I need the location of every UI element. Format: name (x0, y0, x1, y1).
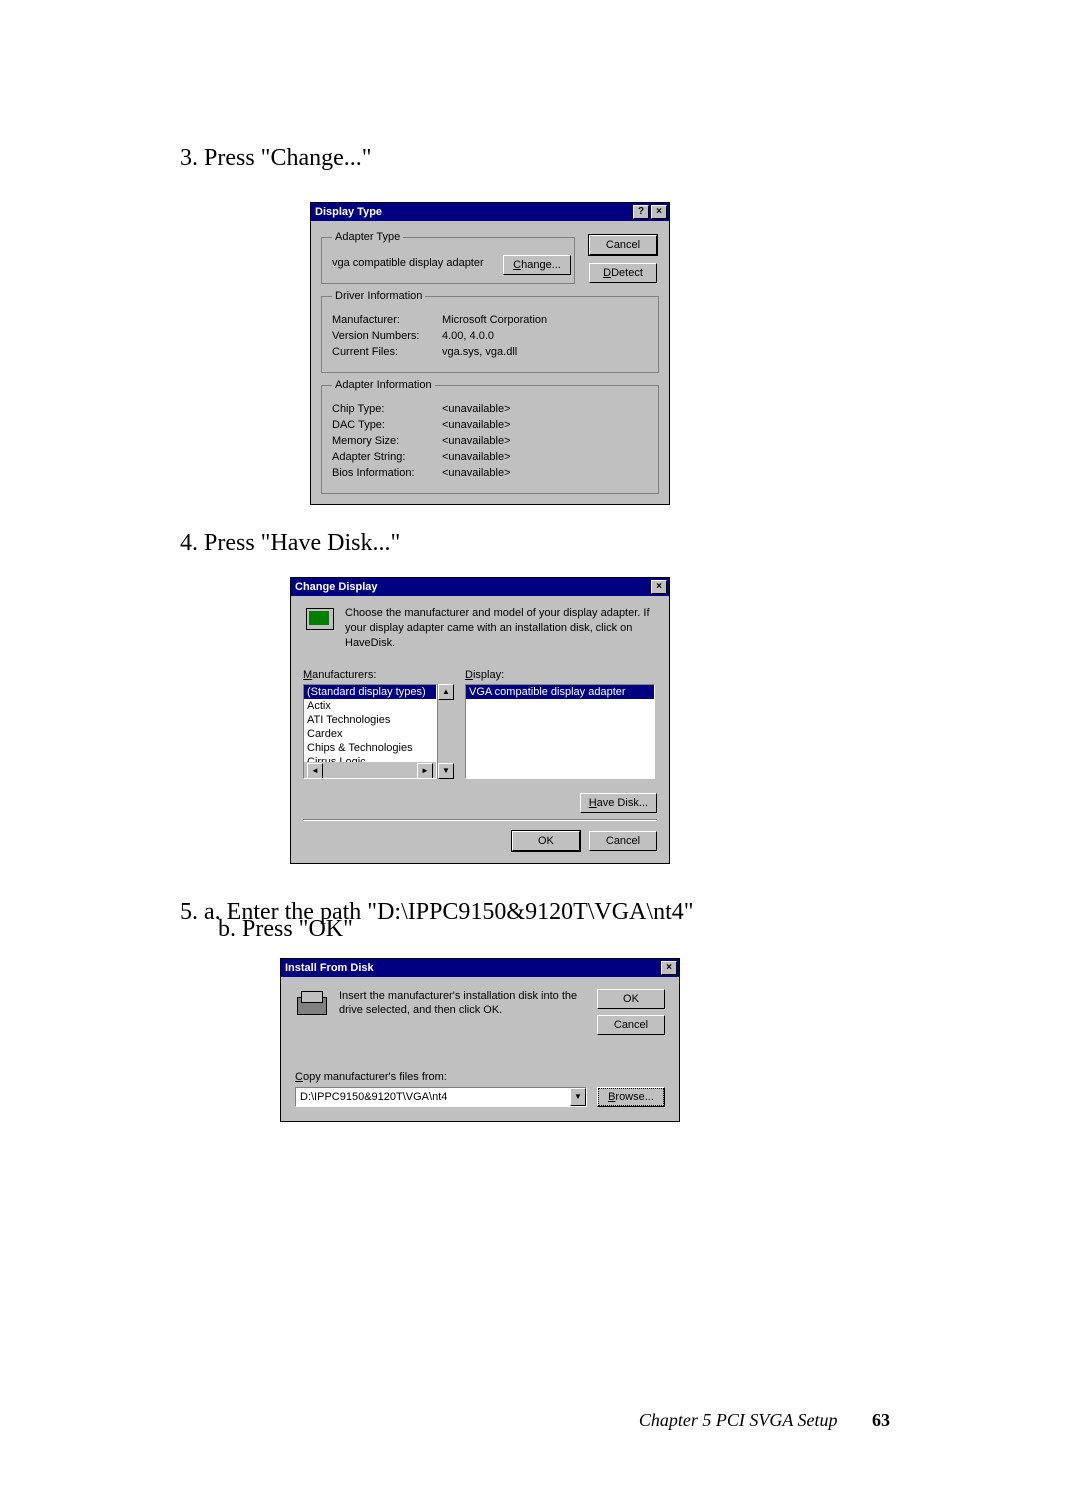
page-footer: Chapter 5 PCI SVGA Setup 63 (639, 1410, 890, 1431)
chip-value: <unavailable> (442, 403, 648, 415)
close-icon[interactable]: × (661, 961, 677, 975)
adapter-info-group: Adapter Information Chip Type:<unavailab… (321, 379, 659, 494)
titlebar: Install From Disk × (281, 959, 679, 977)
dac-label: DAC Type: (332, 419, 442, 431)
monitor-icon (303, 606, 335, 638)
adapter-info-legend: Adapter Information (332, 379, 435, 391)
bios-value: <unavailable> (442, 467, 648, 479)
driver-info-group: Driver Information Manufacturer:Microsof… (321, 290, 659, 373)
bios-label: Bios Information: (332, 467, 442, 479)
files-value: vga.sys, vga.dll (442, 346, 648, 358)
install-from-disk-dialog: Install From Disk × OK Cancel Insert the… (280, 958, 680, 1122)
scroll-up-icon[interactable]: ▲ (438, 684, 454, 700)
detect-button[interactable]: DDetect (589, 263, 657, 283)
adapterstr-value: <unavailable> (442, 451, 648, 463)
display-list[interactable]: VGA compatible display adapter (465, 684, 655, 779)
version-value: 4.00, 4.0.0 (442, 330, 648, 342)
adapter-type-legend: Adapter Type (332, 231, 403, 243)
page-number: 63 (872, 1410, 890, 1430)
dialog-title: Display Type (315, 206, 631, 218)
titlebar: Change Display × (291, 578, 669, 596)
cancel-button[interactable]: Cancel (589, 235, 657, 255)
dialog-title: Install From Disk (285, 962, 659, 974)
disk-icon (295, 989, 327, 1021)
change-button[interactable]: Change... (503, 255, 571, 275)
have-disk-button[interactable]: Have Disk... (580, 793, 657, 813)
adapterstr-label: Adapter String: (332, 451, 442, 463)
chapter-label: Chapter 5 PCI SVGA Setup (639, 1410, 838, 1430)
list-item[interactable]: Actix (304, 699, 436, 713)
help-icon[interactable]: ? (633, 205, 649, 219)
mem-label: Memory Size: (332, 435, 442, 447)
cancel-button[interactable]: Cancel (589, 831, 657, 851)
manufacturers-list[interactable]: (Standard display types) Actix ATI Techn… (303, 684, 437, 779)
list-item[interactable]: ATI Technologies (304, 713, 436, 727)
ok-button[interactable]: OK (597, 989, 665, 1009)
manufacturers-label: Manufacturers: (303, 669, 453, 681)
files-label: Current Files: (332, 346, 442, 358)
change-display-dialog: Change Display × Choose the manufacturer… (290, 577, 670, 864)
mfr-value: Microsoft Corporation (442, 314, 648, 326)
scroll-down-icon[interactable]: ▼ (438, 763, 454, 779)
chip-label: Chip Type: (332, 403, 442, 415)
dac-value: <unavailable> (442, 419, 648, 431)
path-input[interactable] (296, 1089, 570, 1105)
dialog-blurb: Choose the manufacturer and model of you… (345, 606, 657, 651)
driver-info-legend: Driver Information (332, 290, 425, 302)
mem-value: <unavailable> (442, 435, 648, 447)
copy-from-label: Copy manufacturer's files from: (295, 1071, 665, 1083)
vertical-scrollbar[interactable]: ▲ ▼ (437, 684, 453, 779)
list-item[interactable]: (Standard display types) (304, 685, 436, 699)
browse-button[interactable]: Browse... (597, 1087, 665, 1107)
step-4-text: 4. Press "Have Disk..." (180, 530, 900, 557)
mfr-label: Manufacturer: (332, 314, 442, 326)
list-item[interactable]: VGA compatible display adapter (466, 685, 654, 699)
cancel-button[interactable]: Cancel (597, 1015, 665, 1035)
step-3-text: 3. Press "Change..." (180, 145, 900, 172)
ok-button[interactable]: OK (512, 831, 580, 851)
display-label: Display: (465, 669, 655, 681)
titlebar: Display Type ? × (311, 203, 669, 221)
detect-label: Detect (611, 267, 643, 279)
version-label: Version Numbers: (332, 330, 442, 342)
close-icon[interactable]: × (651, 205, 667, 219)
display-type-dialog: Display Type ? × Cancel DDetect Adapter … (310, 202, 670, 505)
list-item[interactable]: Chips & Technologies (304, 741, 436, 755)
dialog-title: Change Display (295, 581, 649, 593)
close-icon[interactable]: × (651, 580, 667, 594)
list-item[interactable]: Cardex (304, 727, 436, 741)
chevron-down-icon[interactable]: ▼ (570, 1088, 586, 1106)
path-combobox[interactable]: ▼ (295, 1087, 587, 1107)
scroll-right-icon[interactable]: ► (417, 763, 433, 779)
scroll-left-icon[interactable]: ◄ (307, 763, 323, 779)
